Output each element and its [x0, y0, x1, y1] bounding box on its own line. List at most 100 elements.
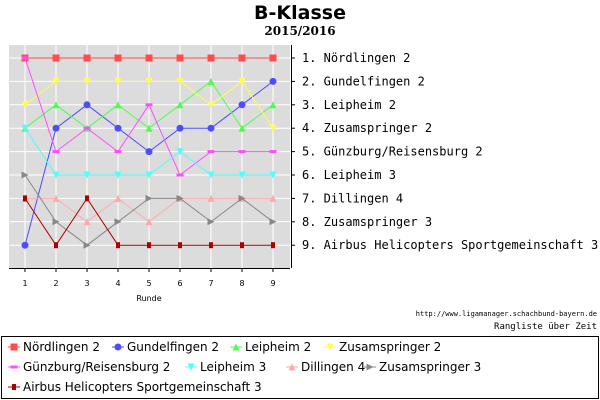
data-point: [238, 101, 246, 109]
data-point: [52, 218, 60, 226]
data-point: [114, 194, 122, 202]
data-point: [21, 241, 29, 249]
data-point: [269, 54, 277, 62]
data-point: [176, 194, 184, 202]
data-point: [21, 101, 29, 109]
data-point: [114, 77, 122, 85]
ranking-entry: 4. Zusamspringer 2: [302, 121, 432, 135]
series-leipheim-3: [21, 124, 277, 179]
data-point: [83, 126, 91, 130]
data-point: [21, 124, 29, 132]
chart-subtitle: 2015/2016: [264, 24, 336, 38]
data-point: [52, 124, 60, 132]
data-point: [207, 124, 215, 132]
data-point: [207, 150, 215, 154]
legend-label: Nördlingen 2: [23, 340, 100, 354]
legend-label: Gundelfingen 2: [127, 340, 219, 354]
legend-entry: Leipheim 2: [230, 340, 311, 354]
data-point: [12, 384, 16, 390]
legend-label: Leipheim 2: [245, 340, 311, 354]
legend-box: [1, 336, 599, 399]
data-point: [21, 171, 29, 179]
data-point: [145, 171, 153, 179]
data-point: [176, 173, 184, 177]
ranking-entry: 5. Günzburg/Reisensburg 2: [302, 145, 483, 159]
source-url: http://www.ligamanager.schachbund-bayern…: [415, 310, 597, 318]
ranking-entry: 1. Nördlingen 2: [302, 51, 410, 65]
x-tick-label: 8: [239, 279, 244, 288]
data-point: [21, 56, 29, 60]
final-ranking-list: 1. Nördlingen 2 2. Gundelfingen 2 3. Leiph…: [302, 51, 598, 252]
x-tick-label: 3: [84, 279, 89, 288]
ranking-entry: 9. Airbus Helicopters Sportgemeinschaft …: [302, 238, 598, 252]
data-point: [187, 363, 195, 371]
data-point: [207, 77, 215, 85]
data-point: [52, 150, 60, 154]
data-point: [238, 54, 246, 62]
ranking-entry: 2. Gundelfingen 2: [302, 74, 425, 88]
data-point: [238, 124, 246, 132]
data-point: [23, 195, 27, 202]
data-point: [269, 218, 277, 226]
legend-entry: Leipheim 3: [185, 360, 266, 374]
data-point: [269, 77, 277, 85]
legend-label: Günzburg/Reisensburg 2: [23, 360, 170, 374]
data-point: [269, 124, 277, 132]
data-point: [52, 171, 60, 179]
data-point: [288, 363, 296, 371]
data-point: [269, 150, 277, 154]
data-point: [207, 54, 215, 62]
data-point: [145, 124, 153, 132]
data-point: [326, 343, 334, 351]
data-point: [83, 171, 91, 179]
legend-entry: Zusamspringer 2: [324, 340, 441, 354]
data-point: [10, 343, 18, 351]
data-point: [238, 171, 246, 179]
chart-caption: Rangliste über Zeit: [494, 322, 597, 332]
data-point: [52, 101, 60, 109]
data-point: [114, 171, 122, 179]
legend-label: Zusamspringer 3: [379, 360, 481, 374]
data-point: [83, 218, 91, 226]
data-point: [207, 101, 215, 109]
x-tick-label: 4: [115, 279, 120, 288]
data-point: [145, 194, 153, 202]
data-point: [238, 77, 246, 85]
data-point: [238, 194, 246, 202]
series-layer: [21, 54, 277, 249]
data-point: [176, 124, 184, 132]
data-point: [207, 218, 215, 226]
data-point: [147, 242, 151, 249]
ranking-entry: 7. Dillingen 4: [302, 191, 403, 205]
data-point: [366, 363, 374, 371]
x-tick-label: 1: [22, 279, 27, 288]
x-tick-label: 5: [146, 279, 151, 288]
ranking-entry: 6. Leipheim 3: [302, 168, 396, 182]
legend-entry: Zusamspringer 3: [364, 360, 481, 374]
data-point: [178, 242, 182, 249]
data-point: [269, 194, 277, 202]
legend-entry: Günzburg/Reisensburg 2: [8, 360, 170, 374]
axes: 1 2 3 4 5 6 7 8 9: [9, 45, 295, 288]
data-point: [52, 194, 60, 202]
data-point: [116, 242, 120, 249]
legend-entry: Airbus Helicopters Sportgemeinschaft 3: [8, 380, 262, 394]
legend-entry: Dillingen 4: [286, 360, 365, 374]
legend-label: Airbus Helicopters Sportgemeinschaft 3: [23, 380, 262, 394]
data-point: [269, 171, 277, 179]
data-point: [114, 101, 122, 109]
data-point: [269, 101, 277, 109]
data-point: [10, 365, 18, 369]
data-point: [85, 195, 89, 202]
data-point: [240, 242, 244, 249]
data-point: [145, 77, 153, 85]
legend-label: Leipheim 3: [200, 360, 266, 374]
data-point: [52, 77, 60, 85]
data-point: [271, 242, 275, 249]
data-point: [114, 150, 122, 154]
chart-title: B-Klasse: [254, 2, 346, 24]
data-point: [176, 148, 184, 156]
data-point: [176, 77, 184, 85]
data-point: [114, 54, 122, 62]
